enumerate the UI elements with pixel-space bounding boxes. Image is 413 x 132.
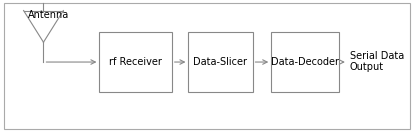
Text: Antenna: Antenna: [28, 10, 69, 20]
Text: rf Receiver: rf Receiver: [109, 57, 161, 67]
FancyBboxPatch shape: [271, 32, 339, 92]
Text: Serial Data
Output: Serial Data Output: [349, 51, 403, 72]
FancyBboxPatch shape: [188, 32, 252, 92]
FancyBboxPatch shape: [99, 32, 171, 92]
Text: Data-Slicer: Data-Slicer: [193, 57, 247, 67]
Text: Data-Decoder: Data-Decoder: [271, 57, 339, 67]
